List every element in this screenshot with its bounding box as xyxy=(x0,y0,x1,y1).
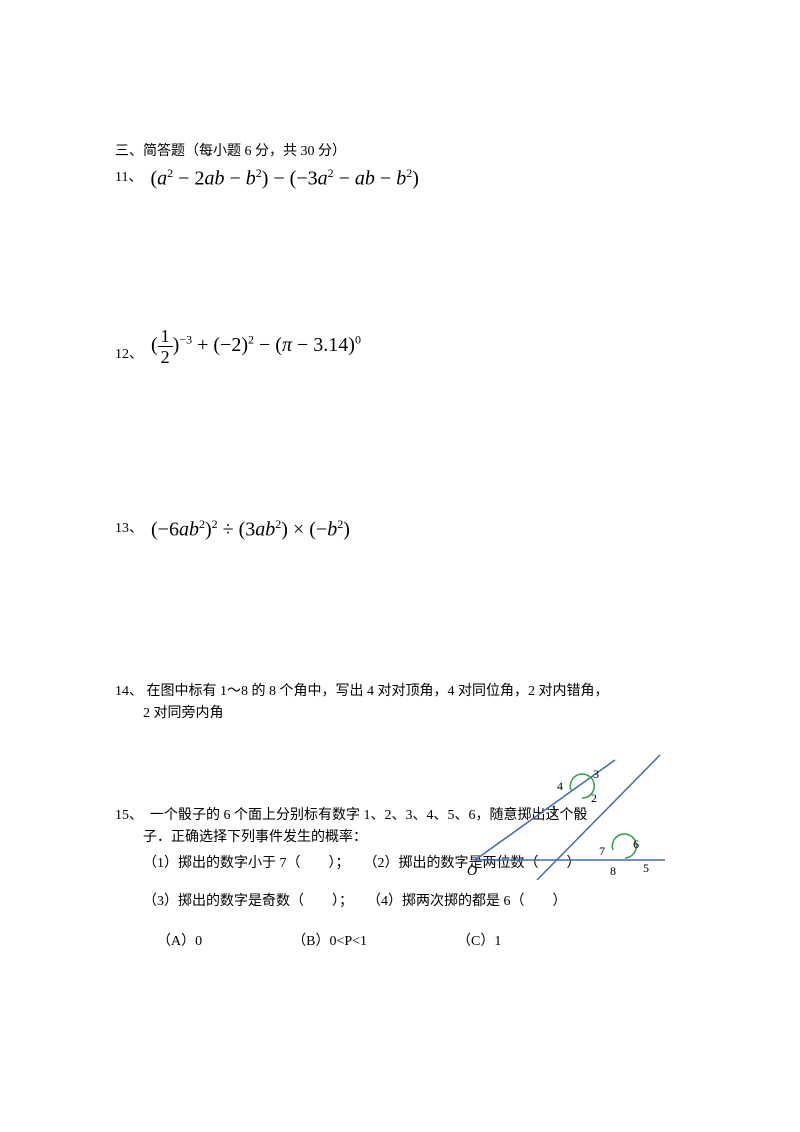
exp-neg3: −3 xyxy=(179,332,192,346)
q12-formula: (12)−3 + (−2)2 − (π − 3.14)0 xyxy=(151,326,361,367)
label-8: 8 xyxy=(610,864,616,878)
question-13: 13、 (−6ab2)2 ÷ (3ab2) × (−b2) xyxy=(115,517,685,542)
label-6: 6 xyxy=(633,837,639,851)
question-14: 14、 在图中标有 1～8 的 8 个角中，写出 4 对对顶角，4 对同位角，2… xyxy=(115,681,685,725)
label-3: 3 xyxy=(593,767,599,781)
label-5: 5 xyxy=(643,861,649,875)
option-A: （A）0 xyxy=(157,931,202,953)
q11-formula: (a2 − 2ab − b2) − (−3a2 − ab − b2) xyxy=(150,166,418,191)
exp-0: 0 xyxy=(355,332,361,346)
label-2: 2 xyxy=(591,791,597,805)
label-4: 4 xyxy=(557,779,563,793)
frac-num: 1 xyxy=(158,326,173,347)
q14-line1: 在图中标有 1～8 的 8 个角中，写出 4 对对顶角，4 对同位角，2 对内错… xyxy=(147,684,609,699)
q14-number: 14、 xyxy=(115,684,143,699)
option-C: （C）1 xyxy=(457,931,501,953)
q15-sub2a: （3）掷出的数字是奇数（ ）； xyxy=(143,894,353,909)
question-12: 12、 (12)−3 + (−2)2 − (π − 3.14)0 xyxy=(115,326,685,367)
pi-symbol: π xyxy=(282,334,292,356)
q12-number: 12、 xyxy=(115,343,143,367)
q11-number: 11、 xyxy=(115,166,142,190)
q13-number: 13、 xyxy=(115,517,143,541)
label-O: O xyxy=(467,864,477,879)
angle-diagram: 1 2 3 4 5 6 7 8 O xyxy=(465,750,675,880)
q14-line2: 2 对同旁内角 xyxy=(115,703,685,725)
q13-formula: (−6ab2)2 ÷ (3ab2) × (−b2) xyxy=(151,517,350,542)
label-7: 7 xyxy=(599,844,605,858)
section-header: 三、简答题（每小题 6 分，共 30 分） xyxy=(115,140,685,160)
q15-sub2b: （4）掷两次掷的都是 6（ ） xyxy=(367,894,567,909)
option-B: （B）0<P<1 xyxy=(292,931,367,953)
const-314: 3.14 xyxy=(313,334,348,356)
label-1: 1 xyxy=(551,802,557,816)
frac-den: 2 xyxy=(158,347,173,367)
question-11: 11、 (a2 − 2ab − b2) − (−3a2 − ab − b2) xyxy=(115,166,685,191)
q15-sub1a: （1）掷出的数字小于 7（ ）； xyxy=(143,856,350,871)
q15-number: 15、 xyxy=(115,808,143,823)
exp-2: 2 xyxy=(248,332,254,346)
